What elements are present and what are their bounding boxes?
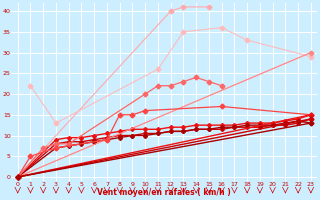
X-axis label: Vent moyen/en rafales ( km/h ): Vent moyen/en rafales ( km/h ) [97,188,231,197]
